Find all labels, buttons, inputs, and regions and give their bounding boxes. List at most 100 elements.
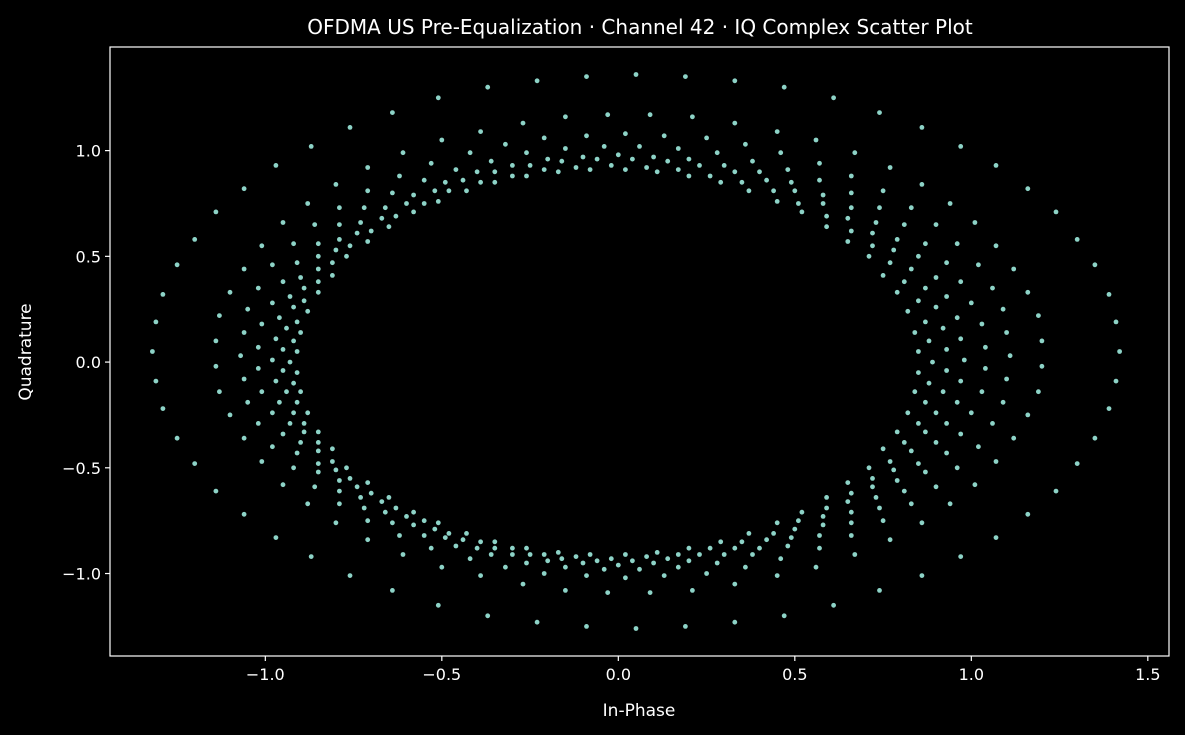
data-point bbox=[241, 330, 247, 335]
data-point bbox=[478, 573, 483, 578]
data-point bbox=[601, 566, 607, 572]
data-point bbox=[291, 241, 296, 247]
data-point bbox=[615, 562, 621, 568]
data-point bbox=[933, 275, 939, 280]
data-point bbox=[1000, 306, 1006, 312]
data-point bbox=[510, 552, 515, 557]
data-point bbox=[584, 133, 589, 139]
data-point bbox=[1000, 399, 1006, 405]
data-point bbox=[442, 535, 448, 540]
data-point bbox=[160, 292, 166, 297]
data-point bbox=[972, 220, 978, 225]
y-axis-label: Quadrature bbox=[16, 303, 36, 400]
data-point bbox=[255, 421, 261, 426]
data-point bbox=[757, 169, 762, 175]
data-point bbox=[933, 410, 939, 416]
data-point bbox=[845, 480, 851, 485]
data-point bbox=[280, 431, 286, 437]
x-tick-label: 0.0 bbox=[606, 665, 631, 684]
data-point bbox=[916, 349, 921, 354]
data-point bbox=[435, 199, 441, 204]
data-point bbox=[315, 241, 321, 247]
data-point bbox=[877, 205, 882, 211]
data-point bbox=[894, 289, 900, 295]
data-point bbox=[270, 300, 275, 306]
data-point bbox=[365, 165, 371, 170]
data-point bbox=[686, 156, 692, 162]
data-point bbox=[308, 554, 314, 559]
data-point bbox=[337, 237, 342, 242]
data-point bbox=[894, 478, 900, 483]
data-point bbox=[298, 275, 303, 280]
data-point bbox=[774, 573, 780, 578]
data-point bbox=[630, 156, 635, 162]
data-point bbox=[930, 359, 935, 365]
data-point bbox=[873, 495, 879, 500]
data-point bbox=[527, 552, 533, 557]
data-point bbox=[460, 537, 466, 543]
data-point bbox=[192, 237, 198, 242]
data-point bbox=[492, 545, 498, 551]
data-point bbox=[944, 450, 949, 456]
data-point bbox=[675, 167, 681, 173]
data-point bbox=[510, 163, 515, 168]
data-point bbox=[958, 336, 964, 342]
data-point bbox=[661, 133, 667, 139]
data-point bbox=[294, 399, 300, 405]
data-point bbox=[954, 315, 960, 321]
data-point bbox=[442, 179, 448, 185]
data-point bbox=[534, 619, 540, 625]
data-point bbox=[954, 241, 960, 247]
data-point bbox=[365, 480, 371, 485]
data-point bbox=[241, 511, 247, 517]
data-point bbox=[633, 626, 639, 631]
data-point bbox=[280, 220, 286, 225]
data-point bbox=[492, 539, 498, 545]
data-point bbox=[926, 380, 932, 386]
data-point bbox=[675, 552, 681, 557]
data-point bbox=[365, 188, 371, 194]
data-point bbox=[848, 205, 854, 211]
data-point bbox=[686, 173, 692, 179]
data-point bbox=[354, 484, 360, 490]
data-point bbox=[347, 125, 353, 130]
data-point bbox=[584, 573, 589, 578]
data-point bbox=[788, 179, 794, 185]
data-point bbox=[608, 556, 614, 562]
data-point bbox=[573, 165, 579, 170]
data-point bbox=[781, 84, 787, 90]
data-point bbox=[555, 550, 561, 555]
data-point bbox=[739, 179, 745, 185]
data-point bbox=[654, 169, 660, 175]
data-point bbox=[337, 501, 342, 507]
data-point bbox=[1106, 292, 1112, 297]
data-point bbox=[273, 378, 279, 384]
data-point bbox=[428, 160, 434, 166]
data-point bbox=[1007, 353, 1013, 359]
data-point bbox=[866, 465, 872, 471]
data-point bbox=[460, 177, 466, 183]
data-point bbox=[298, 389, 303, 395]
data-point bbox=[665, 158, 671, 164]
data-point bbox=[241, 266, 247, 272]
data-point bbox=[594, 156, 600, 162]
data-point bbox=[294, 349, 300, 354]
data-point bbox=[291, 380, 296, 386]
data-point bbox=[651, 154, 656, 160]
data-point bbox=[347, 243, 353, 249]
data-point bbox=[845, 499, 851, 504]
data-point bbox=[541, 552, 547, 557]
axes-frame bbox=[109, 46, 1170, 657]
data-point bbox=[1092, 435, 1098, 441]
data-point bbox=[580, 560, 586, 566]
data-point bbox=[259, 243, 265, 249]
data-point bbox=[305, 501, 311, 507]
data-point bbox=[732, 581, 738, 587]
data-point bbox=[330, 273, 335, 278]
data-point bbox=[732, 169, 738, 175]
data-point bbox=[541, 167, 547, 173]
data-point bbox=[467, 556, 473, 562]
data-point bbox=[919, 520, 925, 526]
data-point bbox=[961, 357, 967, 363]
